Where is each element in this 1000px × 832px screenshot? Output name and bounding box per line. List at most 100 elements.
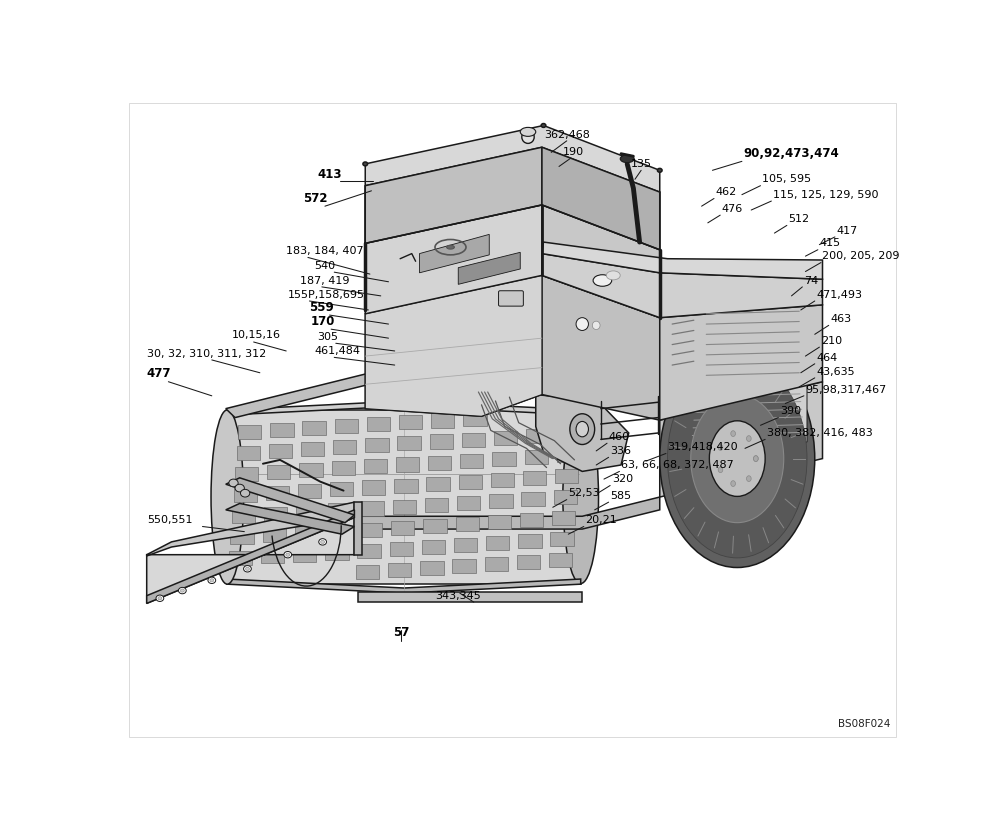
Text: 319,418,420: 319,418,420 <box>668 442 738 453</box>
FancyBboxPatch shape <box>238 425 261 439</box>
FancyBboxPatch shape <box>230 530 254 544</box>
FancyBboxPatch shape <box>492 452 516 466</box>
Ellipse shape <box>180 589 184 592</box>
Text: 477: 477 <box>147 368 171 380</box>
FancyBboxPatch shape <box>332 461 355 475</box>
Text: 417: 417 <box>836 225 858 235</box>
Ellipse shape <box>709 421 765 497</box>
FancyBboxPatch shape <box>232 509 255 523</box>
Ellipse shape <box>286 553 290 557</box>
Text: 336: 336 <box>610 446 631 456</box>
Ellipse shape <box>522 131 534 143</box>
Ellipse shape <box>246 567 249 571</box>
FancyBboxPatch shape <box>430 434 453 448</box>
Polygon shape <box>227 401 581 415</box>
FancyBboxPatch shape <box>357 543 381 557</box>
FancyBboxPatch shape <box>229 552 252 566</box>
Ellipse shape <box>210 579 214 582</box>
Polygon shape <box>660 382 822 497</box>
Text: 200, 205, 209: 200, 205, 209 <box>822 251 900 261</box>
Polygon shape <box>147 503 354 556</box>
Ellipse shape <box>208 577 216 583</box>
Ellipse shape <box>668 359 807 558</box>
Ellipse shape <box>718 444 723 450</box>
Text: BS08F024: BS08F024 <box>838 719 891 729</box>
Ellipse shape <box>747 436 751 442</box>
FancyBboxPatch shape <box>525 450 548 464</box>
Ellipse shape <box>447 245 454 249</box>
FancyBboxPatch shape <box>521 492 545 506</box>
Text: 471,493: 471,493 <box>816 290 862 300</box>
Text: 210: 210 <box>821 336 842 346</box>
Ellipse shape <box>754 456 758 462</box>
FancyBboxPatch shape <box>293 547 316 562</box>
Polygon shape <box>691 383 807 463</box>
Text: 105, 595: 105, 595 <box>762 175 811 185</box>
FancyBboxPatch shape <box>558 427 581 441</box>
Text: 43,635: 43,635 <box>816 367 855 377</box>
Ellipse shape <box>660 349 815 567</box>
Text: 550,551: 550,551 <box>147 515 192 525</box>
FancyBboxPatch shape <box>491 473 514 487</box>
FancyBboxPatch shape <box>234 488 257 503</box>
FancyBboxPatch shape <box>555 469 578 483</box>
Polygon shape <box>458 252 520 285</box>
Polygon shape <box>227 410 581 584</box>
FancyBboxPatch shape <box>494 431 517 445</box>
Ellipse shape <box>747 476 751 482</box>
Polygon shape <box>147 518 354 603</box>
FancyBboxPatch shape <box>393 499 416 513</box>
Text: 95,98,317,467: 95,98,317,467 <box>805 384 887 394</box>
Polygon shape <box>365 126 660 192</box>
FancyBboxPatch shape <box>499 290 523 306</box>
Polygon shape <box>227 579 581 593</box>
FancyBboxPatch shape <box>335 419 358 433</box>
FancyBboxPatch shape <box>517 555 540 569</box>
Text: 52,53: 52,53 <box>568 488 600 498</box>
FancyBboxPatch shape <box>388 562 411 577</box>
Polygon shape <box>536 394 629 472</box>
Text: 190: 190 <box>562 147 584 157</box>
FancyBboxPatch shape <box>456 517 479 531</box>
FancyBboxPatch shape <box>367 418 390 431</box>
FancyBboxPatch shape <box>327 524 350 538</box>
Ellipse shape <box>363 162 368 166</box>
FancyBboxPatch shape <box>269 444 292 458</box>
Polygon shape <box>226 503 354 534</box>
FancyBboxPatch shape <box>364 459 387 473</box>
FancyBboxPatch shape <box>488 515 511 529</box>
FancyBboxPatch shape <box>550 532 574 546</box>
Ellipse shape <box>321 540 325 543</box>
Text: 155P,158,695: 155P,158,695 <box>288 290 365 300</box>
FancyBboxPatch shape <box>301 442 324 456</box>
Ellipse shape <box>754 456 758 462</box>
FancyBboxPatch shape <box>459 475 482 488</box>
FancyBboxPatch shape <box>325 546 349 560</box>
Polygon shape <box>660 305 822 420</box>
FancyBboxPatch shape <box>270 423 294 437</box>
FancyBboxPatch shape <box>460 453 483 468</box>
Ellipse shape <box>576 318 588 330</box>
Text: 90,92,473,474: 90,92,473,474 <box>743 147 839 160</box>
Polygon shape <box>365 147 542 243</box>
Ellipse shape <box>229 479 238 487</box>
FancyBboxPatch shape <box>356 565 379 579</box>
Ellipse shape <box>240 489 250 497</box>
FancyBboxPatch shape <box>423 518 447 532</box>
FancyBboxPatch shape <box>425 498 448 512</box>
FancyBboxPatch shape <box>426 477 450 491</box>
Text: 343,345: 343,345 <box>435 591 481 601</box>
Text: 460: 460 <box>609 432 630 442</box>
FancyBboxPatch shape <box>454 537 477 552</box>
FancyBboxPatch shape <box>422 540 445 554</box>
Text: 585: 585 <box>610 491 631 501</box>
FancyBboxPatch shape <box>485 557 508 571</box>
FancyBboxPatch shape <box>549 553 572 567</box>
FancyBboxPatch shape <box>428 456 451 469</box>
Text: 63, 66, 68, 372, 487: 63, 66, 68, 372, 487 <box>621 460 734 470</box>
FancyBboxPatch shape <box>420 561 444 575</box>
Polygon shape <box>358 592 582 602</box>
Text: 415: 415 <box>819 239 841 249</box>
FancyBboxPatch shape <box>362 480 385 494</box>
Ellipse shape <box>691 394 784 522</box>
